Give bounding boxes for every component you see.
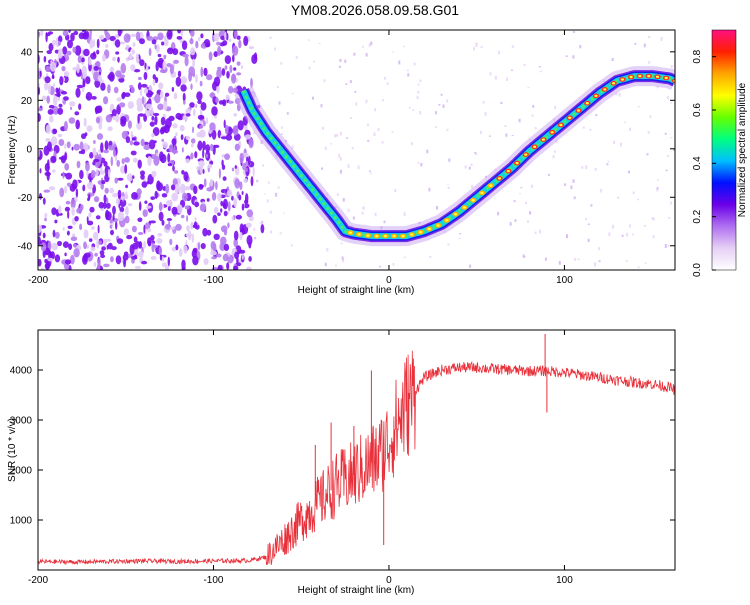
- x-tick-label: 100: [556, 575, 573, 586]
- snr-frame: [37, 329, 676, 571]
- colorbar-tick-label: 0.0: [692, 263, 703, 277]
- ridge-peak-center: [427, 227, 431, 231]
- spectrogram-xlabel: Height of straight line (km): [298, 285, 415, 296]
- y-tick-label: 2000: [10, 466, 33, 477]
- colorbar-tick-label: 0.6: [692, 103, 703, 117]
- colorbar-tick-label: 0.8: [692, 49, 703, 63]
- x-tick-label: -200: [28, 575, 48, 586]
- x-tick-label: 0: [386, 275, 392, 286]
- x-tick-label: 0: [386, 575, 392, 586]
- colorbar-ticks: 0.0 0.2 0.4 0.6 0.8: [692, 49, 716, 277]
- colorbar-tick-label: 0.2: [692, 209, 703, 223]
- y-tick-label: 40: [21, 47, 33, 58]
- ridge-peak-center: [620, 78, 625, 81]
- colorbar-label: Normalized spectral amplitude: [737, 82, 748, 217]
- ridge-peak-center: [497, 177, 502, 180]
- ridge-peak-center: [375, 234, 379, 238]
- ridge-peak-center: [541, 138, 546, 141]
- ridge-peak-center: [664, 76, 668, 80]
- ridge-core: [241, 74, 675, 238]
- ridge-peak-center: [471, 199, 475, 202]
- ridge-peak-center: [454, 213, 458, 216]
- ridge-peak-center: [383, 234, 388, 238]
- snr-ylabel: SNR (10 * v/v): [7, 418, 18, 482]
- ridge-peak-center: [594, 94, 598, 98]
- snr-xlabel: Height of straight line (km): [298, 585, 415, 596]
- ridge-peak-center: [392, 234, 396, 238]
- ridge-peak-center: [647, 74, 651, 78]
- snr-content: [38, 334, 675, 566]
- ridge-peak-center: [506, 169, 510, 173]
- noise-speckle: [38, 30, 675, 270]
- spectrogram-ylabel: Frequency (Hz): [7, 116, 18, 185]
- ridge-peak-center: [603, 88, 607, 91]
- x-tick-label: -100: [203, 575, 223, 586]
- ridge-peak-center: [462, 206, 466, 209]
- ridge-peak-center: [550, 131, 554, 134]
- ridge-peak-center: [480, 191, 484, 195]
- colorbar-gradient: [711, 29, 737, 271]
- x-tick-label: 100: [556, 275, 573, 286]
- figure-title: YM08.2026.058.09.58.G01: [291, 2, 459, 18]
- ridge-peak-center: [419, 231, 423, 234]
- y-tick-label: 4000: [10, 366, 33, 377]
- ridge-peak-center: [348, 231, 352, 234]
- snr-panel: -200 -100 0 100 1000 2000 3000 4000 Height of s…: [7, 329, 676, 596]
- y-tick-label: 0: [26, 144, 32, 155]
- x-tick-label: -100: [203, 275, 223, 286]
- ridge: [234, 66, 675, 247]
- spectrogram-content: [38, 30, 675, 270]
- ridge-peak-center: [533, 145, 537, 148]
- ridge-peak-center: [655, 75, 660, 79]
- ridge-peak-center: [436, 224, 440, 227]
- y-tick-label: 1000: [10, 516, 33, 527]
- spectrogram-ticks: -200 -100 0 100 40 20 0 -20 -40: [18, 30, 675, 286]
- ridge-peak-center: [445, 219, 449, 222]
- snr-series: [38, 350, 675, 566]
- ridge-peak-center: [366, 234, 370, 237]
- snr-ticks: -200 -100 0 100 1000 2000 3000 4000: [10, 330, 675, 586]
- ridge-peak-center: [638, 74, 642, 78]
- ridge-peak-center: [524, 153, 528, 156]
- ridge-peak-center: [489, 184, 493, 187]
- y-tick-label: 20: [21, 96, 33, 107]
- colorbar: 0.0 0.2 0.4 0.6 0.8 Normalized spectral ampl…: [692, 29, 748, 277]
- ridge-peak-center: [576, 109, 581, 112]
- ridge-peak-center: [585, 102, 589, 105]
- ridge-peak-center: [612, 82, 616, 85]
- ridge-peak-center: [515, 161, 519, 165]
- x-tick-label: -200: [28, 275, 48, 286]
- ridge-peak-center: [559, 123, 563, 127]
- ridge-peak-center: [357, 233, 361, 236]
- spectrogram-panel: -200 -100 0 100 40 20 0 -20 -40 Height of straig…: [7, 29, 676, 296]
- y-tick-label: -40: [18, 241, 33, 252]
- ridge-peak-center: [568, 116, 572, 120]
- spectrogram-frame: [37, 29, 676, 271]
- y-tick-label: -20: [18, 193, 33, 204]
- y-tick-label: 3000: [10, 416, 33, 427]
- colorbar-tick-label: 0.4: [692, 156, 703, 170]
- ridge-peak-center: [410, 233, 414, 236]
- ridge-peak-center: [629, 75, 633, 79]
- ridge-peak-center: [401, 234, 405, 238]
